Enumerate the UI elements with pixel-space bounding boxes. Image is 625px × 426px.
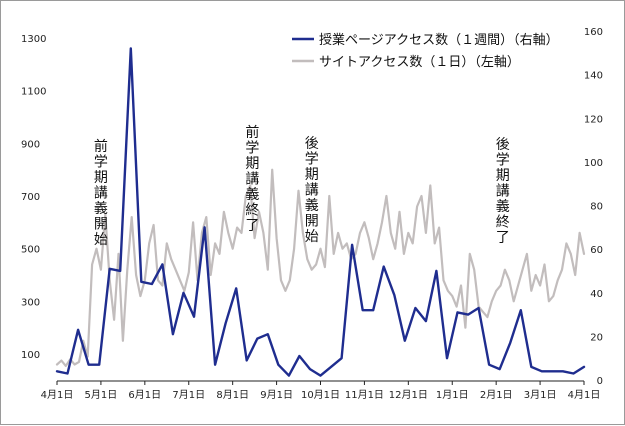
legend-label: サイトアクセス数（１日）（左軸） bbox=[319, 55, 520, 70]
annotation-char: 始 bbox=[305, 229, 319, 245]
x-axis-tick-label: 4月1日 bbox=[41, 389, 74, 401]
x-axis-tick-label: 1月1日 bbox=[436, 389, 469, 401]
x-axis-tick-label: 11月1日 bbox=[345, 389, 384, 401]
annotation-char: 後 bbox=[305, 136, 319, 152]
annotation-char: 了 bbox=[496, 230, 510, 246]
annotation-char: 前 bbox=[245, 124, 259, 141]
annotation-char: 講 bbox=[245, 172, 259, 188]
annotation-char: 義 bbox=[305, 197, 319, 214]
x-axis-tick-label: 3月1日 bbox=[524, 389, 557, 401]
left-axis-tick-label: 900 bbox=[21, 139, 40, 150]
annotation-char: 終 bbox=[496, 215, 510, 231]
annotation-char: 期 bbox=[94, 170, 108, 186]
annotation-char: 学 bbox=[94, 155, 108, 171]
left-axis-tick-label: 300 bbox=[21, 297, 40, 308]
x-axis-tick-label: 5月1日 bbox=[85, 389, 118, 401]
annotation-char: 講 bbox=[305, 183, 319, 199]
right-axis-tick-label: 0 bbox=[597, 376, 603, 387]
x-axis-tick-label: 6月1日 bbox=[128, 389, 161, 401]
left-axis-tick-label: 1300 bbox=[21, 34, 46, 45]
annotation-char: 学 bbox=[305, 152, 319, 168]
x-axis-tick-label: 4月1日 bbox=[568, 389, 601, 401]
x-axis-tick-label: 7月1日 bbox=[172, 389, 205, 401]
right-axis-tick-label: 80 bbox=[590, 202, 603, 213]
x-axis-tick-label: 10月1日 bbox=[301, 389, 340, 401]
x-axis-tick-label: 12月1日 bbox=[389, 389, 428, 401]
annotation-char: 義 bbox=[94, 200, 108, 217]
annotation-char: 期 bbox=[496, 168, 510, 184]
annotation-char: 終 bbox=[245, 203, 259, 219]
right-axis-tick-label: 40 bbox=[590, 289, 603, 300]
annotation-char: 開 bbox=[305, 214, 319, 230]
left-axis-tick-label: 700 bbox=[21, 192, 40, 203]
annotation-char: 学 bbox=[496, 153, 510, 169]
annotation-char: 前 bbox=[94, 138, 108, 155]
annotation-char: 義 bbox=[245, 186, 259, 203]
annotation-char: 期 bbox=[245, 156, 259, 172]
annotation-char: 講 bbox=[496, 184, 510, 200]
right-axis-tick-label: 20 bbox=[590, 332, 603, 343]
right-axis-tick-label: 120 bbox=[584, 114, 603, 125]
x-axis-tick-label: 2月1日 bbox=[480, 389, 513, 401]
annotation-char: 期 bbox=[305, 167, 319, 183]
left-axis-tick-label: 100 bbox=[21, 350, 40, 361]
right-axis-tick-label: 100 bbox=[584, 158, 603, 169]
left-axis-tick-label: 1100 bbox=[21, 87, 46, 98]
x-axis-tick-label: 9月1日 bbox=[260, 389, 293, 401]
annotation-char: 学 bbox=[245, 141, 259, 157]
annotation-char: 義 bbox=[496, 198, 510, 215]
right-axis-tick-label: 160 bbox=[584, 27, 603, 38]
right-axis-tick-label: 60 bbox=[590, 245, 603, 256]
right-axis-tick-label: 140 bbox=[584, 71, 603, 82]
x-axis-tick-label: 8月1日 bbox=[216, 389, 249, 401]
annotation-char: 後 bbox=[496, 137, 510, 153]
annotation-char: 講 bbox=[94, 186, 108, 202]
annotation-char: 始 bbox=[94, 232, 108, 248]
annotation-char: 開 bbox=[94, 217, 108, 233]
legend-label: 授業ページアクセス数（１週間）（右軸） bbox=[319, 32, 559, 48]
left-axis-tick-label: 500 bbox=[21, 245, 40, 256]
annotation-char: 了 bbox=[245, 218, 259, 234]
